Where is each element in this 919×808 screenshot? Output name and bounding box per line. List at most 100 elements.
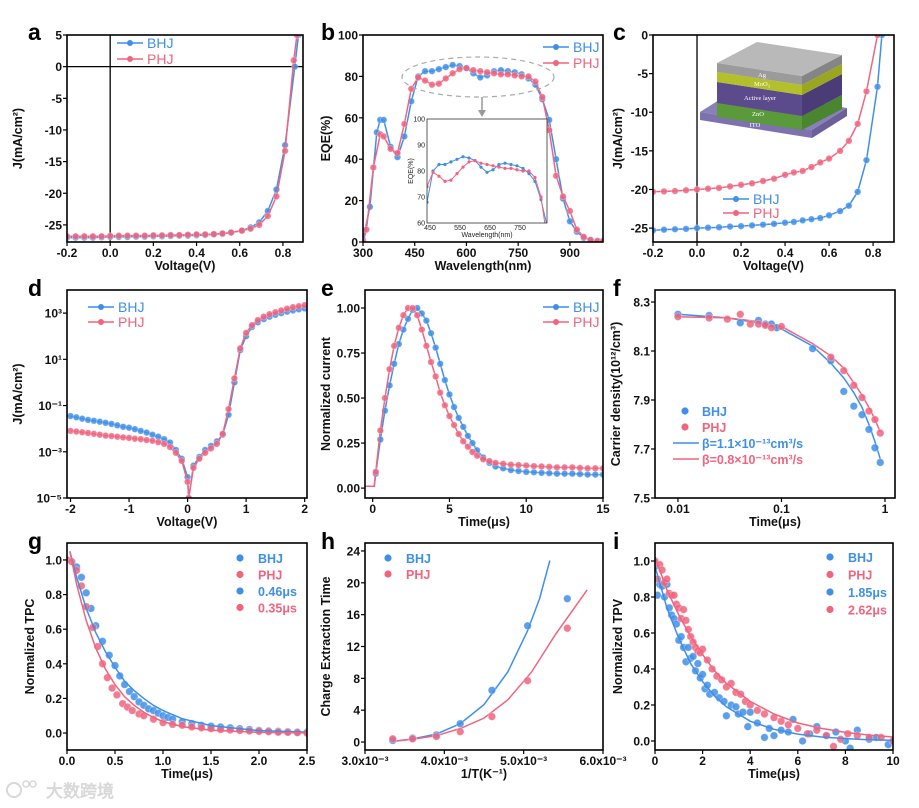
data-point-phj [563,623,572,633]
legend-label: BHJ [573,299,599,315]
panel-letter: f [613,275,621,301]
y-tick-label: 0.2 [633,699,650,713]
data-point-phj [455,65,464,73]
y-tick-label: 0.6 [633,627,650,641]
legend-label: BHJ [702,405,727,419]
data-point-phj [372,468,380,476]
legend-marker [98,319,104,325]
data-point-phj [559,192,567,201]
x-tick-label: 1 [882,502,889,516]
data-point-bhj [704,224,712,232]
ito-layer-side [812,108,847,138]
data-point-phj [870,415,880,424]
series-group [655,556,893,750]
legend: BHJ PHJ 0.46μs 0.35μs [236,552,297,616]
data-point-phj [538,93,547,101]
x-tick-label: 4 [747,754,754,768]
x-tick-label: 5.0x10⁻³ [500,754,547,768]
x-tick-label: 2 [301,502,308,516]
y-axis-label: J(mA/cm²) [11,363,25,424]
data-point-bhj [660,225,668,234]
data-point-phj [682,186,690,194]
legend-label: BHJ [147,35,173,51]
panel-g: g0.0 0.5 1.0 1.5 2.0 2.50.00.20.40.60.81.0Tim… [23,528,316,781]
legend-marker [681,407,689,415]
arrow-down-icon [478,97,486,117]
x-tick-label: 0 [369,502,376,516]
data-point-bhj [671,225,679,233]
x-tick-label: 300 [353,246,373,260]
y-axis-label: J(mA/cm²) [11,108,25,169]
data-point-phj [777,322,786,331]
data-point-phj [876,428,885,438]
series-group [673,310,885,467]
panel-letter: a [28,19,41,45]
panel-b: b 300 450 600 750 900 0 20 40 60 80 100 Wavelength(n… [319,19,604,273]
data-point-phj [445,412,454,420]
data-point-phj [254,316,262,324]
data-point-phj [862,87,871,96]
plot-frame [652,34,895,243]
data-point-phj [746,319,755,329]
data-point-phj [166,231,175,239]
y-tick-label: 0.4 [633,663,650,677]
y-tick-label: 24 [347,544,361,558]
x-tick-label: 450 [405,246,425,260]
data-point-phj [816,158,824,167]
legend-marker [826,570,834,579]
data-point-bhj [862,156,871,164]
data-point-bhj [731,702,741,711]
panel-letter: h [321,528,335,554]
inset-x-axis-label: Wavelength(nm) [461,232,512,239]
panel-letter: g [28,528,42,554]
data-point-phj [264,212,272,220]
data-point-phj [469,66,478,74]
data-point-bhj [435,65,443,73]
inset-point-bhj [443,162,447,167]
data-point-phj [224,405,233,413]
data-point-phj [386,145,395,153]
data-point-phj [230,374,239,383]
data-point-bhj [845,201,853,210]
data-point-phj [826,352,836,362]
data-point-phj [723,314,732,324]
y-tick-label: -5 [637,67,648,81]
data-point-phj [149,231,158,240]
x-axis-label: 1/T(K⁻¹) [461,767,507,781]
data-point-bhj [436,360,444,368]
inset-frame [426,118,548,224]
data-point-bhj [530,468,538,476]
data-point-bhj [422,316,431,325]
data-point-bhj [563,594,572,603]
data-point-phj [89,232,97,241]
legend-marker [826,605,834,614]
data-point-bhj [876,458,885,467]
series-group [365,304,603,488]
series-line-phj [67,35,298,238]
inset-point-bhj [479,165,483,169]
data-point-bhj [522,468,530,476]
series-line-phj-fit [69,551,307,734]
inset-point-phj [533,175,537,180]
data-point-bhj [736,318,745,328]
inset-point-phj [491,164,495,168]
data-point-phj [514,461,523,469]
y-tick-label: 10¹ [45,353,62,367]
data-point-phj [726,182,734,191]
data-point-phj [845,137,853,145]
data-point-bhj [746,708,755,717]
y-axis-label: Normalized TPC [23,599,37,695]
data-point-bhj [560,469,569,478]
data-point-bhj [568,469,576,478]
data-point-phj [704,313,714,323]
y-axis-label: J(mA/cm²) [611,108,625,169]
data-point-phj [432,732,441,741]
data-point-phj [128,706,137,715]
y-tick-label: 0.4 [45,657,62,671]
watermark: 大数跨境 [6,780,114,802]
inset-point-bhj [503,161,507,165]
y-tick-label: 0.0 [45,727,62,741]
data-point-phj [381,394,389,402]
inset-x-tick-label: 650 [484,225,496,232]
